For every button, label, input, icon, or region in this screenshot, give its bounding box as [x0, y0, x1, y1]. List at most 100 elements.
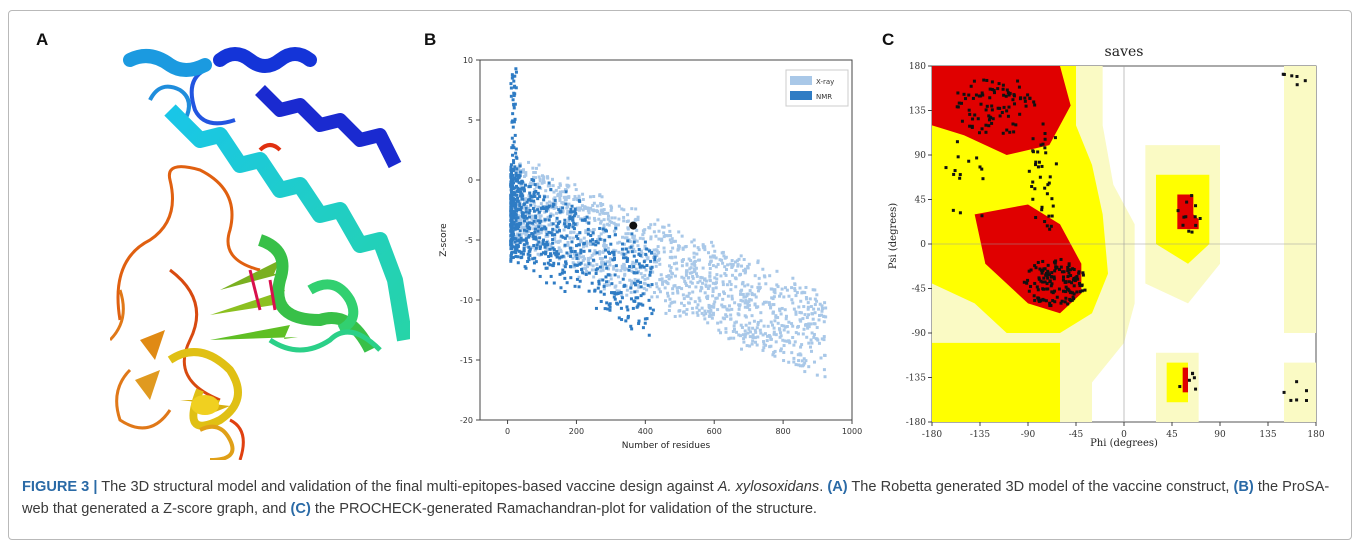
xray-point: [739, 254, 743, 258]
zscore-legend: X-ray NMR: [785, 69, 849, 107]
xray-point: [776, 316, 780, 320]
xray-point: [762, 324, 766, 328]
residue-point: [1080, 289, 1084, 293]
residue-point: [1036, 150, 1040, 154]
residue-point: [981, 177, 985, 181]
nmr-point: [518, 164, 522, 168]
nmr-point: [530, 195, 534, 199]
nmr-point: [564, 260, 568, 264]
xray-point: [812, 332, 816, 336]
xray-point: [693, 268, 697, 272]
nmr-point: [632, 271, 636, 275]
residue-point: [1066, 265, 1070, 269]
xray-point: [797, 363, 801, 367]
nmr-point: [526, 252, 530, 256]
nmr-point: [511, 153, 515, 157]
nmr-point: [555, 225, 559, 229]
xray-point: [797, 305, 801, 309]
xray-point: [756, 335, 760, 339]
nmr-point: [519, 170, 523, 174]
xray-point: [596, 238, 600, 242]
xray-point: [724, 313, 728, 317]
nmr-point: [520, 255, 524, 259]
nmr-point: [637, 247, 641, 251]
residue-point: [1304, 389, 1308, 393]
xray-point: [711, 264, 715, 268]
xray-point: [690, 281, 694, 285]
residue-point: [1007, 105, 1011, 109]
xray-point: [681, 258, 685, 262]
xray-point: [569, 230, 573, 234]
nmr-point: [593, 289, 597, 293]
xray-point: [630, 207, 634, 211]
nmr-point: [524, 210, 528, 214]
nmr-point: [533, 256, 537, 260]
xray-point: [663, 286, 667, 290]
nmr-point: [598, 237, 602, 241]
xray-point: [583, 263, 587, 267]
residue-point: [1187, 378, 1191, 382]
residue-point: [1051, 299, 1055, 303]
xray-point: [813, 303, 817, 307]
xray-point: [806, 326, 810, 330]
residue-point: [990, 80, 994, 84]
nmr-point: [596, 241, 600, 245]
residue-point: [968, 112, 972, 116]
nmr-point: [591, 242, 595, 246]
xray-point: [610, 220, 614, 224]
xray-point: [812, 335, 816, 339]
xray-point: [554, 219, 558, 223]
xray-point: [530, 217, 534, 221]
nmr-point: [643, 317, 647, 321]
nmr-point: [509, 175, 513, 179]
nmr-point: [643, 321, 647, 325]
xray-point: [585, 265, 589, 269]
xray-point: [712, 254, 716, 258]
nmr-point: [514, 67, 518, 71]
xray-point: [623, 266, 627, 270]
xray-point: [791, 301, 795, 305]
nmr-point: [578, 279, 582, 283]
residue-point: [1068, 291, 1072, 295]
residue-point: [1014, 123, 1018, 127]
residue-point: [1046, 269, 1050, 273]
xray-point: [533, 248, 537, 252]
residue-point: [985, 104, 989, 108]
nmr-point: [605, 266, 609, 270]
nmr-point: [532, 243, 536, 247]
xray-point: [772, 350, 776, 354]
xray-point: [774, 333, 778, 337]
nmr-point: [632, 254, 636, 258]
x-tick-label: -45: [1069, 430, 1084, 440]
xray-point: [765, 334, 769, 338]
xray-point: [656, 218, 660, 222]
nmr-point: [575, 253, 579, 257]
xray-point: [669, 275, 673, 279]
xray-point: [726, 263, 730, 267]
xray-point: [722, 292, 726, 296]
xray-point: [675, 289, 679, 293]
nmr-point: [599, 299, 603, 303]
xray-point: [808, 297, 812, 301]
nmr-point: [530, 178, 534, 182]
nmr-point: [514, 174, 518, 178]
nmr-point: [511, 220, 515, 224]
xray-point: [734, 320, 738, 324]
xray-point: [812, 307, 816, 311]
nmr-point: [547, 230, 551, 234]
nmr-point: [515, 189, 519, 193]
residue-point: [1064, 285, 1068, 289]
nmr-point: [563, 236, 567, 240]
xray-point: [769, 337, 773, 341]
xray-point: [629, 290, 633, 294]
xray-point: [581, 259, 585, 263]
xray-point: [690, 271, 694, 275]
nmr-point: [527, 211, 531, 215]
residue-point: [1053, 269, 1057, 273]
residue-point: [1068, 297, 1072, 301]
xray-point: [658, 262, 662, 266]
nmr-point: [618, 300, 622, 304]
xray-point: [775, 269, 779, 273]
xray-point: [587, 216, 591, 220]
xray-point: [675, 267, 679, 271]
